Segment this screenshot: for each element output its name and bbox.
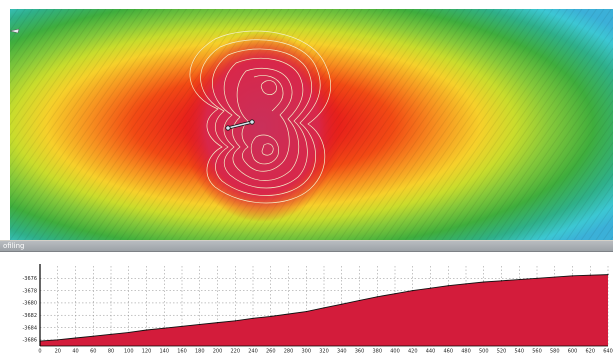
profile-point [341, 303, 343, 305]
transect-end-handle[interactable] [249, 119, 255, 125]
y-axis-ticks: -3676 -3678 -3680 -3682 -3684 -3686 [22, 276, 37, 344]
y-tick-label: -3684 [22, 325, 37, 331]
x-tick-label: 140 [159, 349, 169, 354]
profile-point [465, 283, 467, 285]
profile-point [412, 290, 414, 292]
profile-point [429, 287, 432, 289]
x-tick-label: 300 [301, 349, 311, 354]
map-pointer-icon [10, 28, 20, 34]
x-tick-label: 520 [497, 349, 507, 354]
x-tick-label: 60 [90, 349, 96, 354]
profile-point [571, 275, 574, 277]
x-tick-label: 40 [72, 349, 78, 354]
x-tick-label: 80 [108, 349, 114, 354]
profile-point [536, 277, 538, 279]
x-tick-label: 640 [603, 349, 613, 354]
profile-point [287, 313, 290, 315]
bathymetry-map[interactable] [10, 9, 613, 240]
profile-panel: -3676 -3678 -3680 -3682 -3684 -3686 0 20 40 60 80… [0, 252, 613, 354]
profile-point [252, 317, 254, 319]
y-tick-label: -3682 [22, 313, 37, 319]
profile-point [589, 274, 591, 276]
profile-point [234, 320, 236, 322]
profile-point [358, 299, 361, 302]
y-tick-label: -3680 [22, 301, 37, 307]
profile-point [447, 285, 449, 287]
transect-start-handle[interactable] [225, 125, 231, 131]
profile-point [376, 296, 378, 298]
profile-point [483, 281, 485, 283]
x-tick-label: 600 [568, 349, 578, 354]
x-tick-label: 240 [248, 349, 258, 354]
x-tick-label: 560 [532, 349, 542, 354]
y-tick-label: -3686 [22, 338, 37, 344]
x-tick-label: 460 [443, 349, 453, 354]
x-tick-label: 500 [479, 349, 489, 354]
x-tick-label: 280 [284, 349, 294, 354]
profile-panel-titlebar[interactable]: ofiling [0, 240, 613, 252]
elevation-map-view[interactable] [0, 0, 613, 240]
profile-point [110, 333, 112, 335]
x-tick-label: 20 [55, 349, 61, 354]
x-tick-label: 420 [408, 349, 418, 354]
profile-panel-title: ofiling [3, 242, 25, 250]
x-tick-label: 360 [355, 349, 365, 354]
y-tick-label: -3676 [22, 276, 37, 282]
x-tick-label: 340 [337, 349, 347, 354]
profile-area-fill [40, 274, 608, 346]
profile-point [500, 280, 503, 282]
profile-transect[interactable] [225, 119, 255, 131]
profile-point [163, 327, 165, 329]
profile-point [305, 310, 307, 313]
x-axis-ticks: 0 20 40 60 80 100 120 140 160 180 200 220 240 260 280 3… [38, 349, 612, 354]
profile-series [39, 274, 609, 346]
profile-point [74, 337, 77, 339]
x-tick-label: 100 [124, 349, 134, 354]
profile-point [145, 329, 148, 331]
x-tick-label: 260 [266, 349, 276, 354]
x-tick-label: 540 [514, 349, 524, 354]
x-tick-label: 0 [38, 349, 41, 354]
profile-point [518, 278, 520, 281]
x-tick-label: 200 [213, 349, 223, 354]
x-tick-label: 620 [585, 349, 595, 354]
elevation-profile-chart[interactable]: -3676 -3678 -3680 -3682 -3684 -3686 0 20 40 60 80… [0, 252, 613, 354]
profile-point [554, 276, 556, 278]
profile-point [323, 307, 325, 309]
x-tick-label: 380 [372, 349, 382, 354]
profile-point [270, 315, 272, 318]
x-tick-label: 160 [177, 349, 187, 354]
x-tick-label: 440 [426, 349, 436, 354]
profile-point [181, 325, 183, 327]
profile-point [216, 322, 219, 324]
profile-point [92, 335, 94, 337]
x-tick-label: 320 [319, 349, 329, 354]
x-tick-label: 400 [390, 349, 400, 354]
x-tick-label: 580 [550, 349, 560, 354]
x-tick-label: 120 [142, 349, 152, 354]
y-tick-label: -3678 [22, 288, 37, 294]
x-tick-label: 220 [230, 349, 240, 354]
profile-point [57, 339, 59, 341]
seamount-summit [182, 32, 342, 222]
x-tick-label: 480 [461, 349, 471, 354]
profile-point [128, 331, 130, 334]
profile-point [607, 274, 609, 276]
chart-axes [39, 264, 608, 347]
profile-point [394, 293, 396, 295]
profile-point [199, 323, 201, 326]
x-tick-label: 180 [195, 349, 205, 354]
